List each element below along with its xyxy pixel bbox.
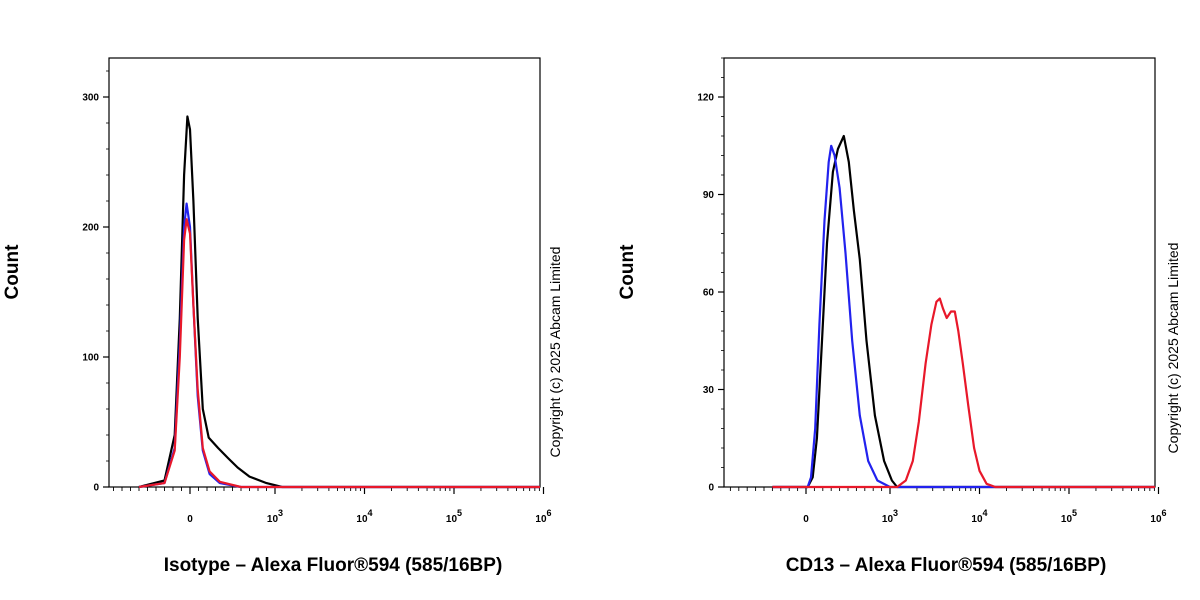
copyright-note: Copyright (c) 2025 Abcam Limited xyxy=(547,247,563,458)
x-tick-label: 106 xyxy=(535,508,551,525)
y-tick-label: 120 xyxy=(697,93,714,104)
plot-frame xyxy=(108,57,541,488)
histogram-series-1 xyxy=(772,134,1155,489)
y-tick-label: 0 xyxy=(93,483,99,494)
y-tick-label: 300 xyxy=(82,93,99,104)
x-axis-label: CD13 – Alexa Fluor®594 (585/16BP) xyxy=(786,555,1107,576)
copyright-note: Copyright (c) 2025 Abcam Limited xyxy=(1165,243,1181,454)
x-tick-exponent: 5 xyxy=(457,508,462,518)
x-tick-exponent: 3 xyxy=(278,508,283,518)
histogram-series-3 xyxy=(138,218,540,489)
y-tick-label: 30 xyxy=(703,385,715,396)
x-tick-exponent: 4 xyxy=(983,508,988,518)
y-tick-label: 90 xyxy=(703,190,715,201)
x-tick-label: 105 xyxy=(446,508,462,525)
y-tick-label: 100 xyxy=(82,353,99,364)
x-tick-exponent: 4 xyxy=(368,508,373,518)
x-tick-exponent: 3 xyxy=(893,508,898,518)
chart-panel-2: 0 30 60 90 120 0 103 104 105 106 Count CD13 – Alexa… xyxy=(617,57,1181,576)
chart-panel-1: 0 100 200 300 0 103 104 105 106 Count Isotype – Al… xyxy=(2,57,563,576)
plot-frame xyxy=(723,57,1156,488)
x-tick-label: 0 xyxy=(187,514,193,525)
histogram-series-2 xyxy=(772,144,1155,489)
y-axis-label: Count xyxy=(2,244,23,300)
y-tick-label: 0 xyxy=(708,483,714,494)
x-tick-label: 103 xyxy=(882,508,898,525)
x-tick-exponent: 6 xyxy=(547,508,552,518)
x-tick-label: 0 xyxy=(803,514,809,525)
y-axis-label: Count xyxy=(617,244,638,300)
x-tick-label: 104 xyxy=(971,508,987,525)
x-tick-exponent: 5 xyxy=(1072,508,1077,518)
x-tick-label: 106 xyxy=(1150,508,1166,525)
y-tick-label: 60 xyxy=(703,288,715,299)
x-tick-exponent: 6 xyxy=(1162,508,1167,518)
x-tick-label: 103 xyxy=(267,508,283,525)
x-axis-label: Isotype – Alexa Fluor®594 (585/16BP) xyxy=(164,555,503,576)
x-tick-label: 105 xyxy=(1061,508,1077,525)
x-tick-label: 104 xyxy=(356,508,372,525)
histogram-series-3 xyxy=(772,297,1155,489)
histogram-series-1 xyxy=(138,115,540,489)
y-tick-label: 200 xyxy=(82,223,99,234)
